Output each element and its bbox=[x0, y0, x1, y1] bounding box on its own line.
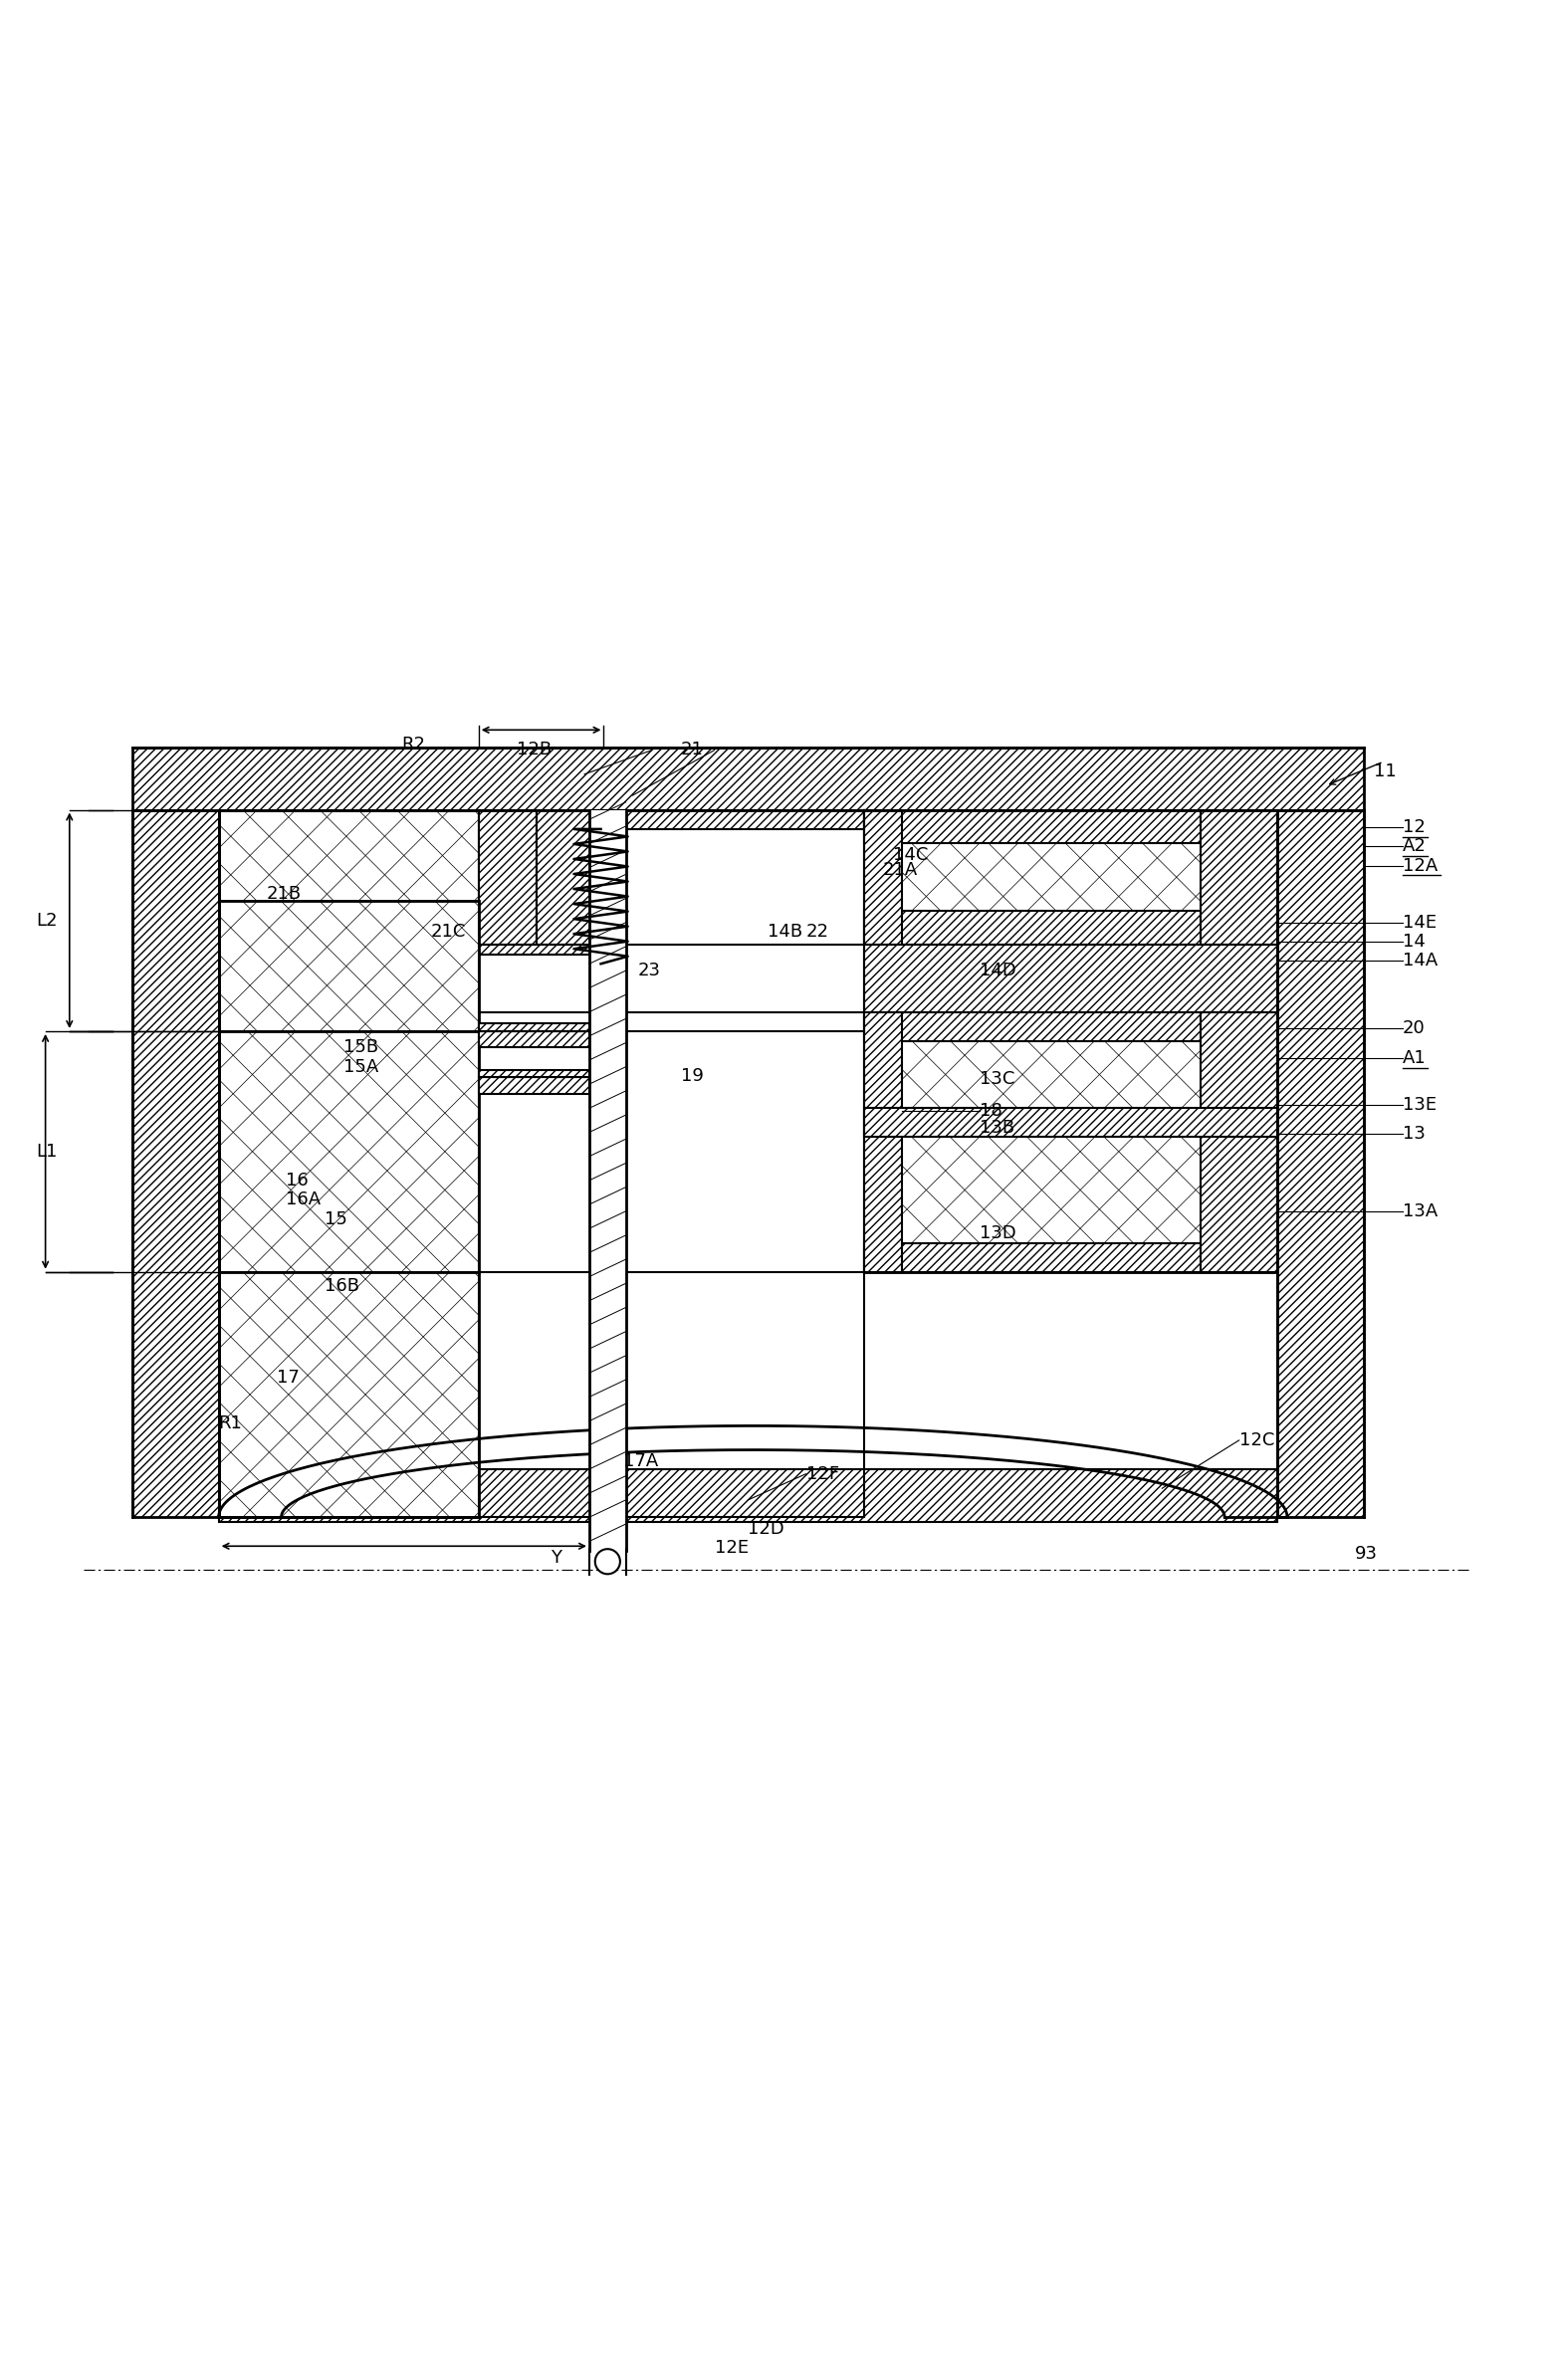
Bar bbox=[479, 809, 536, 950]
Text: 12B: 12B bbox=[517, 740, 552, 759]
Text: 18: 18 bbox=[979, 1102, 1002, 1121]
Text: 14B: 14B bbox=[768, 923, 802, 940]
Bar bbox=[479, 1069, 589, 1078]
Text: 15A: 15A bbox=[343, 1057, 379, 1076]
Text: 17A: 17A bbox=[623, 1452, 657, 1471]
Text: 15: 15 bbox=[325, 1209, 348, 1228]
Bar bbox=[864, 1012, 903, 1271]
Text: 13D: 13D bbox=[979, 1223, 1016, 1242]
Text: 17: 17 bbox=[277, 1368, 300, 1388]
Bar bbox=[864, 945, 1277, 1012]
Text: 14E: 14E bbox=[1403, 914, 1436, 931]
Text: 19: 19 bbox=[681, 1069, 704, 1085]
Bar bbox=[864, 809, 1277, 945]
Text: A2: A2 bbox=[1403, 838, 1427, 854]
Text: 13B: 13B bbox=[979, 1119, 1015, 1135]
Text: 20: 20 bbox=[1403, 1019, 1425, 1038]
Bar bbox=[219, 1468, 1277, 1523]
Bar bbox=[864, 809, 903, 945]
Bar bbox=[479, 1031, 589, 1047]
Text: 14D: 14D bbox=[979, 962, 1016, 981]
Text: 16: 16 bbox=[286, 1171, 309, 1190]
Text: 13A: 13A bbox=[1403, 1202, 1437, 1221]
Bar bbox=[1277, 809, 1364, 1516]
Circle shape bbox=[595, 1549, 620, 1573]
Bar bbox=[864, 1012, 1277, 1271]
Text: 22: 22 bbox=[807, 923, 828, 940]
Text: 13C: 13C bbox=[979, 1071, 1015, 1088]
Text: 12C: 12C bbox=[1239, 1430, 1274, 1449]
Text: 11: 11 bbox=[1374, 762, 1397, 781]
Bar bbox=[219, 902, 479, 1031]
Text: L2: L2 bbox=[36, 912, 57, 931]
Bar bbox=[864, 912, 1277, 945]
Bar bbox=[594, 809, 864, 828]
Text: 21: 21 bbox=[681, 740, 704, 759]
Text: 16A: 16A bbox=[286, 1190, 322, 1209]
Bar bbox=[132, 747, 1364, 809]
Text: 12E: 12E bbox=[715, 1540, 749, 1557]
Text: Y: Y bbox=[550, 1549, 561, 1566]
Bar bbox=[589, 809, 626, 1552]
Text: 15B: 15B bbox=[343, 1038, 379, 1057]
Bar bbox=[219, 1031, 479, 1271]
Text: R2: R2 bbox=[401, 735, 426, 754]
Bar bbox=[1201, 1012, 1277, 1271]
Text: 14: 14 bbox=[1403, 933, 1425, 950]
Text: 14A: 14A bbox=[1403, 952, 1437, 971]
Bar bbox=[864, 1012, 1277, 1040]
Bar bbox=[219, 1271, 479, 1516]
Text: L1: L1 bbox=[36, 1142, 57, 1161]
Bar bbox=[479, 1023, 589, 1031]
Text: 12A: 12A bbox=[1403, 857, 1437, 873]
Text: 93: 93 bbox=[1355, 1545, 1377, 1564]
Text: 21C: 21C bbox=[430, 923, 466, 940]
Text: 21A: 21A bbox=[883, 862, 918, 878]
Text: 16B: 16B bbox=[325, 1278, 359, 1295]
Text: 23: 23 bbox=[637, 962, 660, 981]
Bar bbox=[479, 1078, 589, 1095]
Text: 14C: 14C bbox=[892, 847, 928, 864]
Text: 12F: 12F bbox=[807, 1466, 839, 1483]
Text: R1: R1 bbox=[219, 1414, 242, 1433]
Text: A1: A1 bbox=[1403, 1050, 1427, 1066]
Bar bbox=[864, 1109, 1277, 1138]
Text: 12: 12 bbox=[1403, 819, 1425, 835]
Bar bbox=[219, 809, 479, 902]
Bar bbox=[864, 1242, 1277, 1271]
Bar bbox=[479, 945, 598, 954]
Bar bbox=[864, 809, 1277, 843]
Text: 13E: 13E bbox=[1403, 1097, 1436, 1114]
Bar bbox=[536, 809, 598, 950]
Text: 12D: 12D bbox=[747, 1521, 785, 1537]
Bar bbox=[132, 809, 219, 1516]
Text: 21B: 21B bbox=[267, 885, 301, 902]
Text: 13: 13 bbox=[1403, 1126, 1425, 1142]
Bar bbox=[1201, 809, 1277, 945]
